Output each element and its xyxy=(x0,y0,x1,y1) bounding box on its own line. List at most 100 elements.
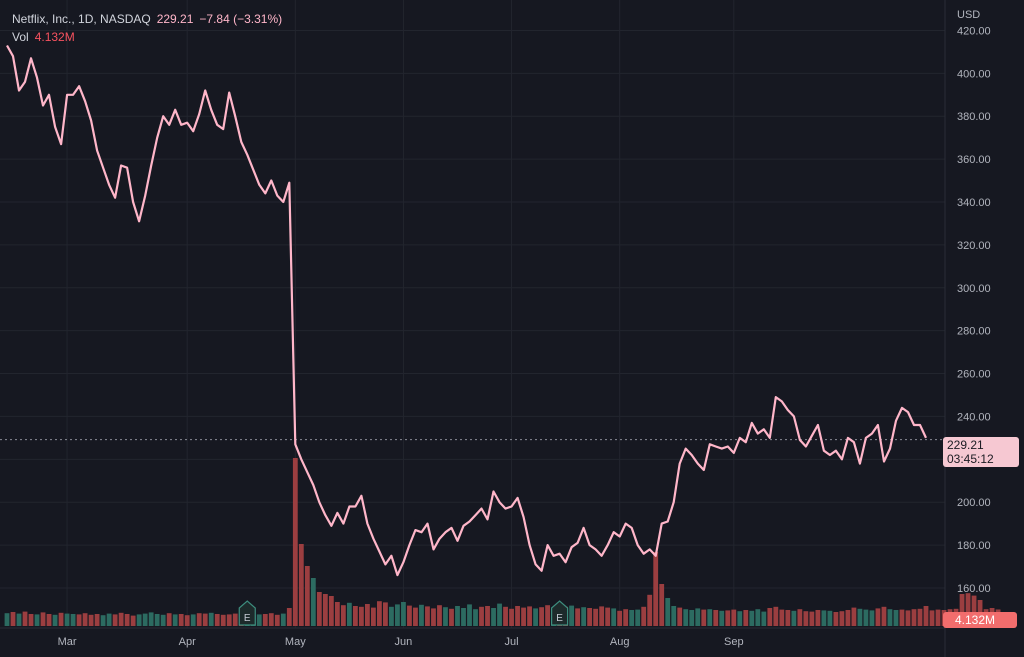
volume-bar xyxy=(160,614,166,626)
volume-bar xyxy=(226,614,232,626)
symbol-title[interactable]: Netflix, Inc., 1D, NASDAQ xyxy=(12,12,151,26)
y-tick-label: 340.00 xyxy=(957,197,991,209)
price-line xyxy=(6,44,927,577)
volume-bar xyxy=(887,609,893,626)
volume-bar xyxy=(473,609,478,626)
y-tick-label: 300.00 xyxy=(957,283,991,295)
volume-bar xyxy=(142,613,148,626)
volume-bar xyxy=(106,613,112,626)
volume-bar xyxy=(725,610,731,626)
volume-bar xyxy=(383,602,388,626)
volume-bar xyxy=(635,609,641,626)
volume-bar xyxy=(88,614,94,626)
volume-bar xyxy=(707,609,713,626)
earnings-marker[interactable]: E xyxy=(551,600,569,626)
y-tick-label: 200.00 xyxy=(957,497,991,509)
volume-bar xyxy=(34,614,40,626)
volume-bar xyxy=(100,615,106,626)
volume-bar xyxy=(328,596,334,626)
volume-bar xyxy=(875,608,881,626)
volume-bar xyxy=(791,610,797,626)
volume-bar xyxy=(767,608,773,626)
volume-bar xyxy=(334,602,340,626)
price-axis: 160.00180.00200.00220.00240.00260.00280.… xyxy=(957,25,991,595)
volume-bar xyxy=(917,608,923,626)
y-tick-label: 420.00 xyxy=(957,25,991,37)
volume-bar xyxy=(593,608,599,626)
volume-bar xyxy=(10,612,16,626)
volume-bar xyxy=(370,607,376,626)
volume-bar xyxy=(647,594,653,626)
volume-bar xyxy=(220,614,226,626)
y-tick-label: 180.00 xyxy=(957,540,991,552)
currency-label[interactable]: USD xyxy=(957,9,981,21)
countdown-timer: 03:45:12 xyxy=(947,452,994,466)
y-tick-label: 160.00 xyxy=(957,583,991,595)
earnings-marker-label: E xyxy=(556,613,563,624)
volume-bar xyxy=(803,611,809,626)
volume-bar xyxy=(857,608,863,626)
volume-bar xyxy=(184,615,190,626)
volume-bar xyxy=(905,610,911,626)
y-tick-label: 380.00 xyxy=(957,111,991,123)
volume-label[interactable]: Vol xyxy=(12,30,29,44)
earnings-marker-shape xyxy=(238,600,256,626)
volume-bar xyxy=(599,606,605,626)
volume-bar xyxy=(82,613,88,626)
grid xyxy=(0,0,946,657)
volume-bar xyxy=(310,578,316,626)
volume-bar xyxy=(172,614,178,626)
y-tick-label: 240.00 xyxy=(957,411,991,423)
volume-bar xyxy=(52,614,58,626)
volume-bar xyxy=(809,611,815,626)
earnings-marker-label: E xyxy=(244,613,251,624)
volume-bar xyxy=(641,606,647,626)
volume-bar xyxy=(575,608,581,626)
volume-bar xyxy=(695,608,701,626)
legend: Netflix, Inc., 1D, NASDAQ 229.21 −7.84 (… xyxy=(12,10,282,46)
volume-bar xyxy=(923,606,929,626)
volume-bar xyxy=(617,610,623,626)
volume-bar xyxy=(112,614,118,626)
volume-bar xyxy=(419,604,424,626)
volume-bar xyxy=(268,613,274,626)
x-tick-label: Sep xyxy=(724,636,744,648)
volume-bar xyxy=(377,601,382,626)
volume-bar xyxy=(515,606,520,626)
volume-bar xyxy=(773,606,779,626)
volume-bar xyxy=(407,605,412,626)
volume-bar xyxy=(881,606,887,626)
volume-bar xyxy=(340,605,346,626)
volume-bar xyxy=(214,614,220,626)
volume-bar xyxy=(256,614,262,626)
volume-bar xyxy=(581,607,587,626)
volume-bar xyxy=(16,613,22,626)
volume-bar xyxy=(503,606,508,626)
volume-bar xyxy=(208,612,214,626)
last-price-value: 229.21 xyxy=(156,12,194,26)
volume-bar xyxy=(713,610,719,626)
x-tick-label: Jun xyxy=(395,636,413,648)
volume-bar xyxy=(316,592,322,626)
volume-bar xyxy=(479,606,484,626)
volume-bar xyxy=(863,609,869,626)
volume-bar xyxy=(797,609,803,626)
volume-bar xyxy=(959,594,965,626)
volume-bar xyxy=(94,614,100,626)
volume-bar xyxy=(719,610,725,626)
volume-bar xyxy=(623,609,629,626)
volume-bar xyxy=(190,614,196,626)
volume-bar xyxy=(689,610,695,626)
x-tick-label: Mar xyxy=(58,636,77,648)
volume-bar xyxy=(40,612,46,626)
volume-bar xyxy=(587,608,593,626)
volume-bar xyxy=(701,609,707,626)
time-axis: Mar Apr May Jun Jul Aug Sep xyxy=(58,636,744,648)
volume-bar xyxy=(449,608,454,626)
earnings-marker[interactable]: E xyxy=(238,600,256,626)
volume-bar xyxy=(527,606,532,626)
volume-bar xyxy=(935,609,941,626)
volume-bar xyxy=(364,604,370,626)
